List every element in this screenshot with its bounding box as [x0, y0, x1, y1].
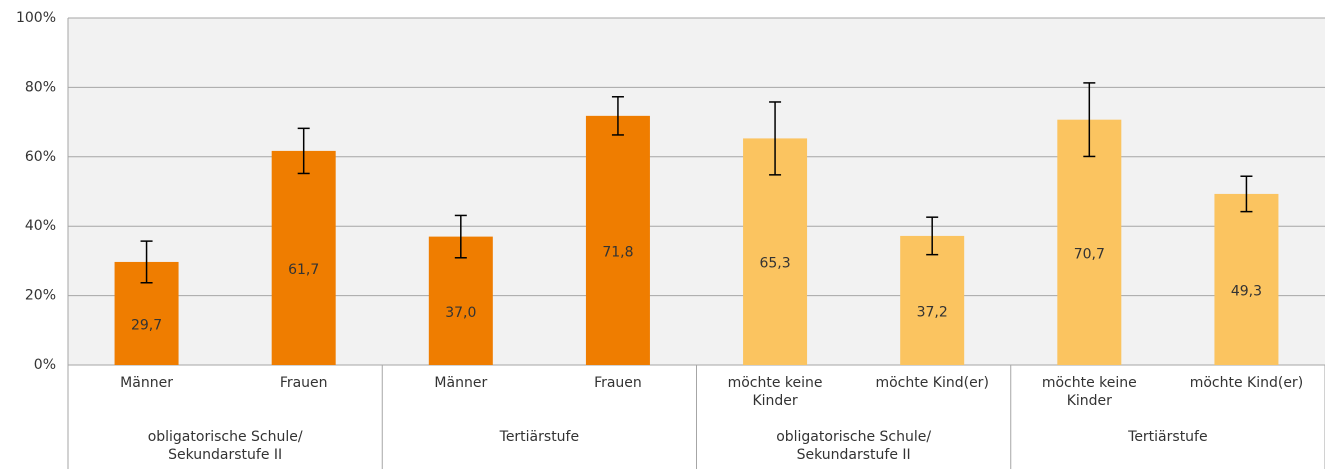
bar: [1214, 193, 1279, 365]
value-label: 71,8: [602, 244, 633, 260]
group-label: obligatorische Schule/ Sekundarstufe II: [776, 429, 932, 463]
x-tick-label: Frauen: [279, 375, 328, 391]
value-label: 29,7: [131, 317, 162, 333]
bar: [900, 235, 965, 365]
y-tick-label: 0%: [34, 357, 56, 373]
bar: [1057, 119, 1122, 366]
x-tick-label: möchte Kind(er): [875, 375, 989, 391]
value-label: 70,7: [1074, 246, 1105, 262]
plot-area: [68, 18, 1325, 365]
value-label: 37,0: [445, 305, 476, 321]
group-label: Tertiärstufe: [1128, 429, 1208, 445]
x-tick-label: möchte keine Kinder: [727, 375, 823, 409]
y-tick-label: 40%: [25, 218, 56, 234]
x-tick-label: möchte Kind(er): [1189, 375, 1304, 391]
bar: [743, 138, 808, 365]
value-label: 65,3: [759, 256, 790, 272]
group-label: obligatorische Schule/ Sekundarstufe II: [147, 429, 303, 463]
bar: [271, 150, 336, 365]
x-tick-label: möchte keine Kinder: [1041, 375, 1137, 409]
value-label: 49,3: [1231, 283, 1262, 299]
y-tick-label: 100%: [16, 10, 56, 26]
y-tick-label: 20%: [25, 288, 56, 304]
x-tick-label: Frauen: [594, 375, 642, 391]
bar: [585, 115, 650, 365]
group-label: Tertiärstufe: [499, 429, 580, 445]
y-tick-label: 60%: [25, 149, 56, 165]
value-label: 37,2: [917, 304, 948, 320]
x-tick-label: Männer: [120, 375, 173, 391]
y-tick-label: 80%: [25, 79, 56, 95]
value-label: 61,7: [288, 262, 319, 278]
x-tick-label: Männer: [434, 375, 488, 391]
